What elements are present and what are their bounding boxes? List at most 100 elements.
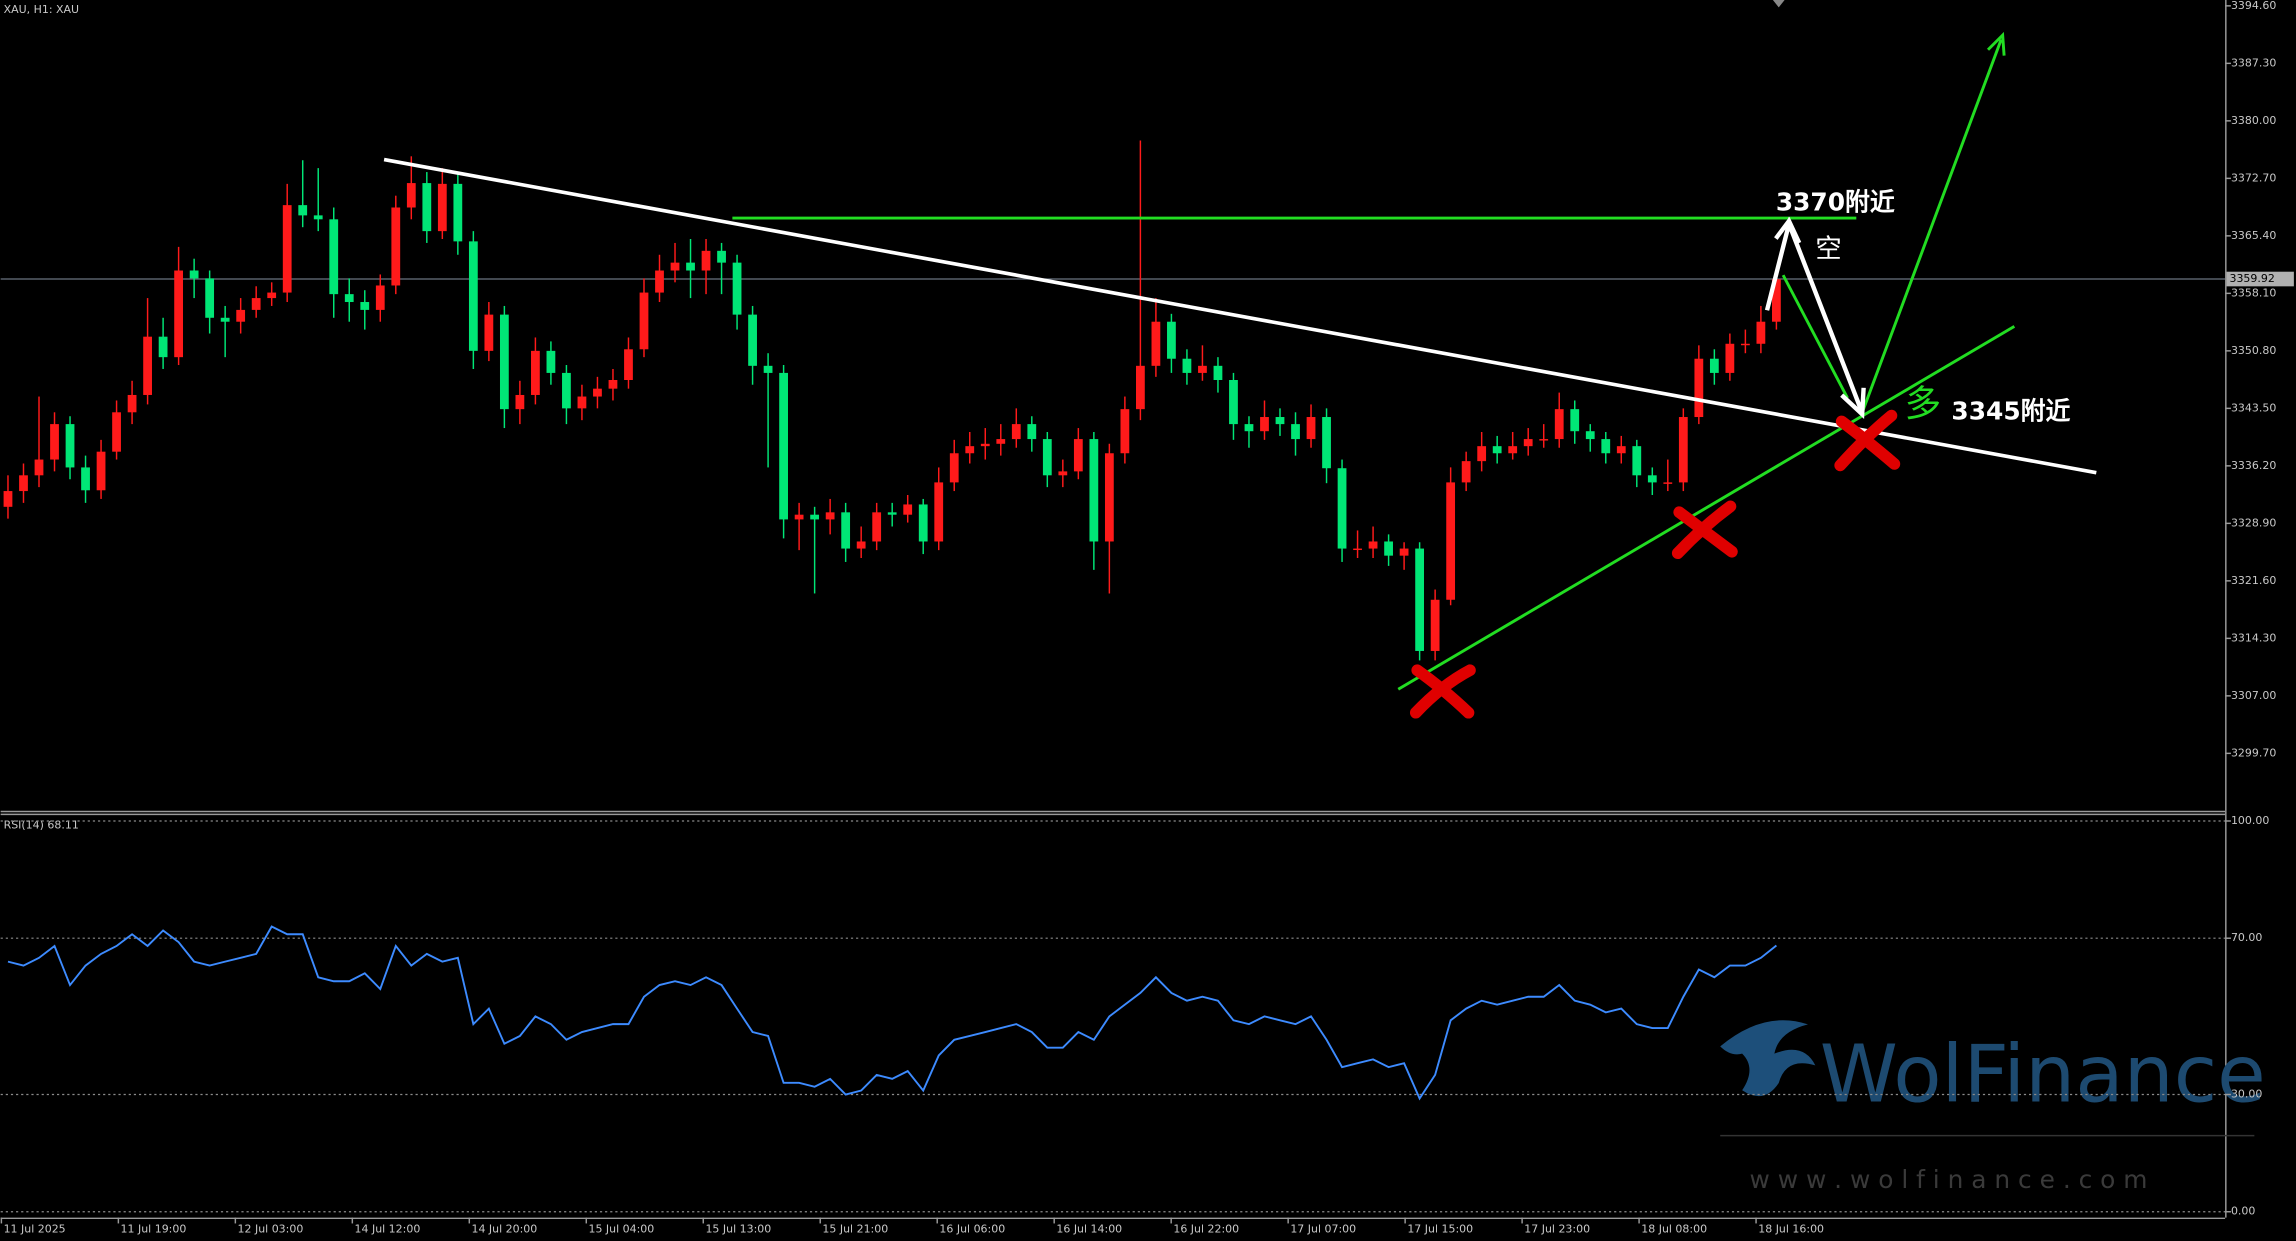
candle-body	[251, 298, 261, 310]
watermark: WolFinance w w w . w o l f i n a n c e .…	[1720, 1020, 2266, 1194]
candle-body	[1337, 468, 1347, 549]
candle-body	[1756, 321, 1766, 344]
y-tick-label: 100.00	[2231, 814, 2269, 827]
x-tick-label: 14 Jul 12:00	[355, 1222, 421, 1235]
candle-body	[189, 270, 199, 279]
candle-body	[3, 491, 13, 507]
candle-body	[298, 205, 308, 216]
x-tick-label: 15 Jul 13:00	[705, 1222, 771, 1235]
annotation: 3345附近	[1951, 397, 2070, 426]
candle-body	[1554, 409, 1564, 440]
candle-body	[96, 451, 106, 491]
annotation: 多	[1905, 382, 1942, 425]
candle-body	[143, 336, 152, 395]
candle-body	[422, 183, 432, 232]
candle-body	[1368, 541, 1378, 549]
candle-body	[717, 250, 726, 263]
candle-body	[313, 215, 323, 220]
candle-body	[810, 514, 820, 520]
candle-body	[1089, 439, 1099, 542]
candle-body	[1306, 417, 1316, 440]
y-tick-label: 3365.40	[2231, 229, 2276, 242]
candle-body	[1539, 439, 1549, 441]
watermark-url: w w w . w o l f i n a n c e . c o m	[1749, 1165, 2147, 1194]
scenario-arrow	[1764, 216, 1866, 419]
candle-body	[918, 504, 928, 542]
analysis-drawings	[383, 31, 2097, 719]
x-tick-label: 17 Jul 15:00	[1407, 1222, 1473, 1235]
last-price-tag	[2226, 271, 2294, 287]
candle-body	[903, 504, 913, 515]
x-tick-label: 16 Jul 06:00	[939, 1222, 1005, 1235]
candle-body	[1678, 417, 1688, 483]
candle-body	[1725, 343, 1735, 373]
y-tick-label: 3336.20	[2231, 459, 2276, 472]
candle-body	[701, 250, 711, 271]
candle-body	[562, 372, 571, 409]
candle-body	[484, 314, 494, 351]
y-tick-label: 3307.00	[2231, 689, 2276, 702]
candle-body	[546, 350, 556, 373]
candle-body	[1399, 548, 1409, 556]
x-tick-label: 12 Jul 03:00	[238, 1222, 304, 1235]
y-tick-label: 3321.60	[2231, 574, 2276, 587]
annotation: 空	[1815, 235, 1841, 265]
candle-body	[593, 388, 602, 397]
candle-body	[437, 183, 447, 232]
candle-body	[531, 350, 540, 395]
x-tick-label: 17 Jul 23:00	[1524, 1222, 1590, 1235]
candle-body	[1058, 471, 1068, 476]
candle-body	[1694, 358, 1704, 418]
panel-frame	[0, 0, 2227, 1220]
x-tick-label: 16 Jul 22:00	[1173, 1222, 1239, 1235]
candle-body	[934, 482, 944, 542]
y-tick-label: 3358.10	[2231, 286, 2276, 299]
candle-body	[1601, 439, 1611, 454]
y-tick-label: 3372.70	[2231, 171, 2276, 184]
candle-body	[1585, 431, 1595, 440]
x-tick-label: 18 Jul 08:00	[1641, 1222, 1707, 1235]
candle-body	[1120, 409, 1130, 454]
candle-body	[1772, 279, 1781, 322]
candle-body	[1151, 321, 1161, 366]
y-tick-label: 0.00	[2231, 1205, 2255, 1218]
candle-body	[670, 262, 680, 271]
shift-marker	[1772, 0, 1785, 8]
candle-body	[19, 475, 28, 492]
support-trendline	[1397, 325, 2016, 691]
candle-body	[655, 270, 664, 293]
watermark-name: WolFinance	[1820, 1029, 2266, 1121]
candle-body	[112, 412, 121, 452]
candle-body	[391, 207, 401, 286]
candle-body	[686, 262, 695, 271]
x-tick-label: 14 Jul 20:00	[471, 1222, 537, 1235]
pivot-x	[1834, 409, 1901, 472]
candle-body	[1616, 446, 1626, 454]
candle-body	[1647, 475, 1657, 483]
candle-body	[624, 349, 633, 381]
candle-body	[158, 336, 168, 358]
candle-body	[1740, 343, 1750, 346]
candle-body	[344, 294, 354, 303]
candle-body	[1073, 439, 1083, 472]
candle-body	[1430, 599, 1440, 651]
pivot-marks	[1409, 409, 1901, 719]
candle-body	[267, 292, 277, 299]
candle-body	[468, 241, 478, 351]
candle-body	[1042, 439, 1052, 476]
candle-body	[1011, 424, 1021, 440]
x-tick-label: 15 Jul 21:00	[822, 1222, 888, 1235]
candle-body	[1322, 417, 1331, 469]
candle-body	[1709, 358, 1719, 373]
x-tick-label: 17 Jul 07:00	[1290, 1222, 1356, 1235]
candle-body	[406, 183, 416, 208]
up-arrow	[1860, 31, 2006, 414]
y-tick-label: 3380.00	[2231, 114, 2276, 127]
candle-body	[794, 514, 804, 520]
candle-body	[1446, 482, 1456, 600]
x-tick-label: 11 Jul 19:00	[121, 1222, 187, 1235]
watermark-logo	[1720, 1020, 1816, 1097]
y-tick-label: 3299.70	[2231, 746, 2276, 759]
